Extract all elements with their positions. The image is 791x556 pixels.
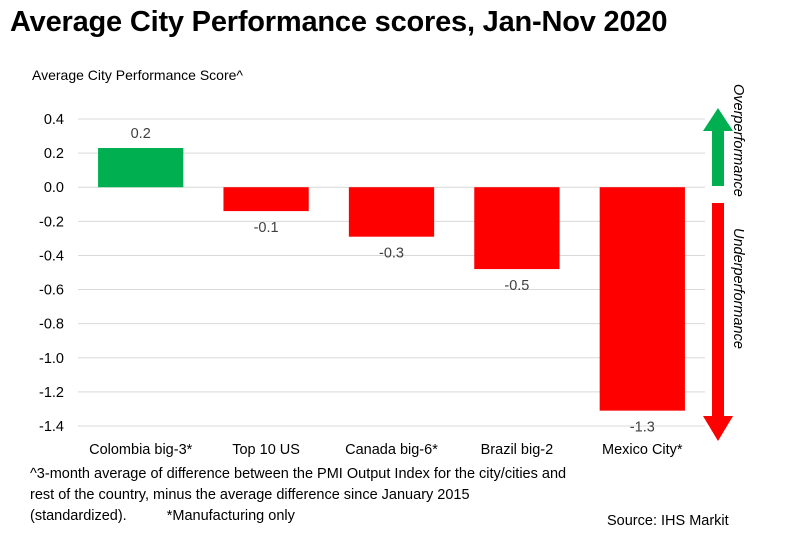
over-arrow-icon: [703, 108, 733, 186]
overperformance-label: Overperformance: [730, 84, 746, 197]
y-tick-label: 0.2: [44, 146, 64, 162]
data-label: -0.5: [504, 278, 529, 294]
y-tick-label: 0.4: [44, 112, 64, 128]
y-tick-label: 0.0: [44, 180, 64, 196]
x-tick-label: Canada big-6*: [345, 442, 438, 458]
data-label: -0.1: [254, 220, 279, 236]
data-labels: 0.2 -0.1 -0.3 -0.5 -1.3: [131, 126, 655, 436]
footnote-manufacturing: *Manufacturing only: [166, 508, 295, 524]
x-tick-label: Top 10 US: [232, 442, 300, 458]
bar-canada-big-6: [348, 187, 435, 237]
footnote: ^3-month average of difference between t…: [30, 464, 570, 527]
bar-top-10-us: [223, 187, 309, 212]
under-arrow-icon: [703, 203, 733, 441]
y-tick-label: -1.0: [39, 351, 64, 367]
source-note: Source: IHS Markit: [607, 513, 729, 529]
y-tick-label: -0.8: [39, 317, 64, 333]
data-label: 0.2: [131, 126, 151, 142]
bar-colombia-big-3: [98, 147, 184, 188]
bars: [98, 147, 685, 411]
y-tick-label: -1.4: [39, 419, 64, 435]
footnote-definition: ^3-month average of difference between t…: [30, 466, 567, 524]
data-label: -0.3: [379, 246, 404, 262]
y-tick-label: -0.2: [39, 214, 64, 230]
data-label: -1.3: [630, 420, 655, 436]
y-axis-label: Average City Performance Score^: [32, 67, 243, 83]
chart-title: Average City Performance scores, Jan-Nov…: [10, 6, 668, 38]
x-tick-label: Brazil big-2: [481, 442, 554, 458]
y-tick-label: -0.6: [39, 283, 64, 299]
y-tick-labels: 0.4 0.2 0.0 -0.2 -0.4 -0.6 -0.8 -1.0 -1.2 -1.4: [39, 112, 64, 435]
bar-mexico-city: [599, 187, 685, 411]
performance-arrows: Overperformance Underperformance: [703, 84, 746, 441]
underperformance-label: Underperformance: [730, 228, 746, 349]
x-tick-labels: Colombia big-3* Top 10 US Canada big-6* Bra…: [89, 442, 683, 458]
y-tick-label: -1.2: [39, 385, 64, 401]
x-tick-label: Mexico City*: [602, 442, 683, 458]
y-tick-label: -0.4: [39, 248, 64, 264]
bar-brazil-big-2: [474, 187, 560, 270]
x-tick-label: Colombia big-3*: [89, 442, 193, 458]
